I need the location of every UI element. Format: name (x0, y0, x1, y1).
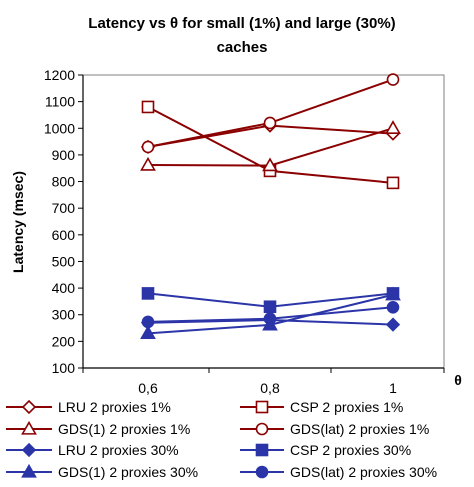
data-point (386, 300, 400, 314)
legend-label: GDS(lat) 2 proxies 30% (290, 464, 437, 480)
legend-marker (255, 422, 269, 436)
chart-title-line2: caches (217, 39, 268, 56)
data-point (141, 315, 155, 329)
series-6 (141, 287, 400, 314)
y-tick-label: 1100 (45, 94, 75, 110)
series-8 (141, 300, 400, 329)
legend-label: CSP 2 proxies 1% (290, 399, 403, 415)
data-point (386, 73, 400, 86)
y-tick-label: 1200 (44, 67, 75, 83)
legend-label: GDS(1) 2 proxies 30% (58, 464, 198, 480)
legend-label: GDS(1) 2 proxies 1% (58, 421, 190, 437)
y-axis-label: Latency (msec) (10, 171, 26, 273)
legend-marker (255, 400, 269, 414)
legend-entry: GDS(lat) 2 proxies 30% (240, 464, 437, 480)
data-point (141, 140, 155, 154)
legend-marker (21, 442, 37, 458)
y-tick-label: 600 (52, 227, 76, 243)
data-point (385, 286, 401, 301)
axes: 100 200 300 400 500 600 700 800 900 1000 1100 1200 0… (44, 67, 445, 396)
legend-entry: LRU 2 proxies 30% (6, 442, 179, 458)
series-line (147, 78, 394, 148)
data-point (386, 176, 400, 190)
series-layer (140, 73, 401, 340)
x-tick-label: 0,8 (260, 380, 280, 396)
data-point (262, 157, 278, 172)
legend-entry: GDS(1) 2 proxies 1% (6, 420, 190, 437)
data-point (141, 287, 155, 300)
y-tick-label: 500 (52, 253, 76, 269)
legend-marker (21, 420, 37, 435)
data-point (140, 325, 156, 340)
legend-marker (255, 443, 269, 457)
series-2 (141, 100, 400, 190)
data-point (385, 317, 401, 332)
data-point (141, 100, 155, 114)
legend-entry: CSP 2 proxies 30% (240, 442, 411, 458)
y-tick-label: 700 (52, 200, 76, 216)
legend-entry: GDS(1) 2 proxies 30% (6, 463, 198, 480)
data-point (263, 300, 277, 314)
data-point (385, 120, 401, 134)
legend-entry: GDS(lat) 2 proxies 1% (240, 421, 429, 437)
legend: LRU 2 proxies 1% CSP 2 proxies 1% GDS(1) 2… (6, 399, 437, 480)
series-3 (140, 120, 401, 172)
legend-marker (21, 399, 37, 415)
legend-entry: CSP 2 proxies 1% (240, 399, 403, 415)
x-axis-label: θ (454, 372, 462, 388)
legend-marker (255, 465, 269, 479)
legend-entry: LRU 2 proxies 1% (6, 399, 171, 415)
data-point (140, 156, 156, 171)
series-4 (141, 73, 400, 154)
x-tick-label: 0,6 (138, 380, 158, 396)
y-tick-label: 300 (52, 307, 76, 323)
legend-marker (21, 463, 37, 478)
y-tick-label: 800 (52, 174, 76, 190)
y-tick-label: 400 (52, 280, 76, 296)
y-tick-label: 900 (52, 147, 76, 163)
x-tick-label: 1 (389, 380, 397, 396)
legend-label: LRU 2 proxies 30% (58, 442, 179, 458)
chart-title-line1: Latency vs θ for small (1%) and large (3… (88, 15, 395, 32)
data-point (263, 312, 277, 326)
data-point (263, 116, 277, 130)
y-tick-label: 100 (52, 360, 76, 376)
legend-label: GDS(lat) 2 proxies 1% (290, 421, 429, 437)
legend-label: CSP 2 proxies 30% (290, 442, 411, 458)
legend-label: LRU 2 proxies 1% (58, 399, 171, 415)
y-tick-label: 1000 (44, 120, 75, 136)
y-tick-label: 200 (52, 333, 76, 349)
